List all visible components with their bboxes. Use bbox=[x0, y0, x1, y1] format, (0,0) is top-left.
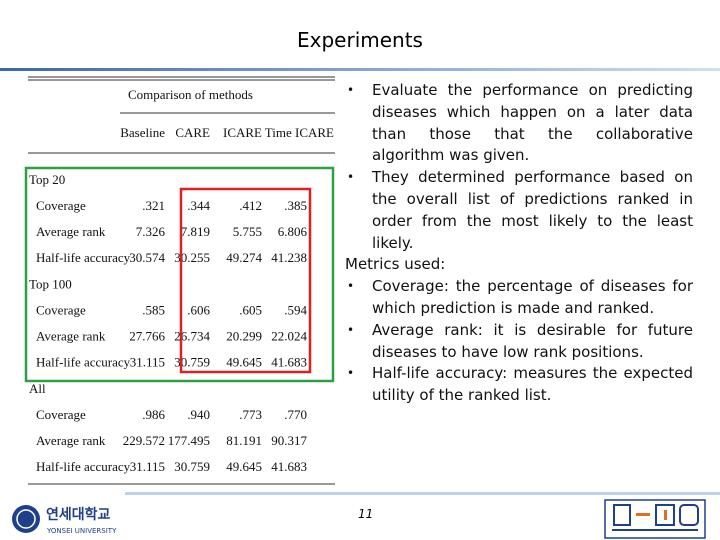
column-header: Baseline bbox=[120, 125, 165, 140]
cell: 6.806 bbox=[278, 224, 308, 239]
bullet: Average rank: it is desirable for future… bbox=[345, 320, 693, 364]
row-label: Average rank bbox=[36, 328, 106, 343]
cell: 49.645 bbox=[226, 459, 262, 474]
logo-glyph bbox=[679, 504, 699, 526]
cell: .412 bbox=[239, 198, 262, 213]
row-label: Coverage bbox=[36, 198, 86, 213]
cell: 30.759 bbox=[174, 354, 210, 369]
emblem-ring bbox=[16, 509, 36, 529]
cell: 177.495 bbox=[168, 433, 210, 448]
row-label: Average rank bbox=[36, 433, 106, 448]
yonsei-logo: 연세대학교 YONSEI UNIVERSITY bbox=[12, 505, 117, 535]
table-caption: Comparison of methods bbox=[128, 87, 253, 102]
logo-english: YONSEI UNIVERSITY bbox=[46, 527, 117, 535]
bullet-list: Evaluate the performance on predicting d… bbox=[345, 80, 693, 254]
cell: .940 bbox=[187, 407, 210, 422]
cell: 7.819 bbox=[181, 224, 210, 239]
logo-glyph bbox=[664, 510, 667, 520]
cell: 27.766 bbox=[129, 328, 165, 343]
cell: .385 bbox=[284, 198, 307, 213]
bullet: Evaluate the performance on predicting d… bbox=[345, 80, 693, 167]
logo-glyph bbox=[636, 513, 650, 516]
cell: 41.683 bbox=[271, 459, 307, 474]
red-highlight bbox=[179, 187, 312, 374]
cell: 7.326 bbox=[136, 224, 166, 239]
page-number: 11 bbox=[358, 507, 374, 521]
bullet-list: Coverage: the percentage of diseases for… bbox=[345, 276, 693, 407]
column-header: ICARE bbox=[223, 125, 262, 140]
bullet: Coverage: the percentage of diseases for… bbox=[345, 276, 693, 320]
cell: .594 bbox=[284, 302, 307, 317]
logo-line bbox=[612, 529, 698, 531]
cell: 30.574 bbox=[129, 250, 165, 265]
cell: .773 bbox=[239, 407, 262, 422]
cell: .986 bbox=[142, 407, 165, 422]
logo-glyph bbox=[613, 504, 631, 526]
cell: 229.572 bbox=[123, 433, 165, 448]
cell: .344 bbox=[187, 198, 210, 213]
column-header: Time ICARE bbox=[265, 125, 334, 140]
green-highlight bbox=[24, 166, 335, 383]
results-table: Comparison of methods Baseline CARE ICARE T… bbox=[28, 76, 335, 485]
row-label: Average rank bbox=[36, 224, 106, 239]
cell: 31.115 bbox=[130, 354, 165, 369]
emblem bbox=[12, 505, 40, 533]
cell: 30.759 bbox=[174, 459, 210, 474]
cell: 41.683 bbox=[271, 354, 307, 369]
header-rule bbox=[0, 68, 720, 71]
cell: .606 bbox=[187, 302, 210, 317]
cell: .605 bbox=[239, 302, 262, 317]
cell: 20.299 bbox=[226, 328, 262, 343]
cell: 26.734 bbox=[174, 328, 210, 343]
cell: 30.255 bbox=[174, 250, 210, 265]
logo-korean: 연세대학교 bbox=[46, 507, 111, 523]
bullet: Half-life accuracy: measures the expecte… bbox=[345, 363, 693, 407]
row-label: Half-life accuracy bbox=[36, 354, 131, 369]
cell: 41.238 bbox=[271, 250, 307, 265]
nemo-logo bbox=[604, 499, 706, 539]
group-label: All bbox=[29, 381, 46, 396]
row-label: Half-life accuracy bbox=[36, 250, 131, 265]
row-label: Coverage bbox=[36, 407, 86, 422]
metrics-heading: Metrics used: bbox=[345, 255, 446, 274]
cell: .770 bbox=[284, 407, 307, 422]
cell: 5.755 bbox=[233, 224, 262, 239]
row-label: Half-life accuracy bbox=[36, 459, 131, 474]
row-label: Coverage bbox=[36, 302, 86, 317]
cell: .321 bbox=[142, 198, 165, 213]
cell: .585 bbox=[142, 302, 165, 317]
cell: 22.024 bbox=[271, 328, 307, 343]
text-body: Evaluate the performance on predicting d… bbox=[345, 80, 693, 407]
logo-glyph bbox=[655, 504, 675, 526]
group-label: Top 20 bbox=[29, 172, 65, 187]
column-header: CARE bbox=[175, 125, 210, 140]
cell: 90.317 bbox=[271, 433, 307, 448]
group-label: Top 100 bbox=[29, 276, 72, 291]
cell: 81.191 bbox=[226, 433, 262, 448]
slide-title: Experiments bbox=[297, 28, 423, 52]
bullet: They determined performance based on the… bbox=[345, 167, 693, 254]
cell: 49.274 bbox=[226, 250, 262, 265]
cell: 31.115 bbox=[130, 459, 165, 474]
footer-rule bbox=[125, 492, 720, 495]
cell: 49.645 bbox=[226, 354, 262, 369]
